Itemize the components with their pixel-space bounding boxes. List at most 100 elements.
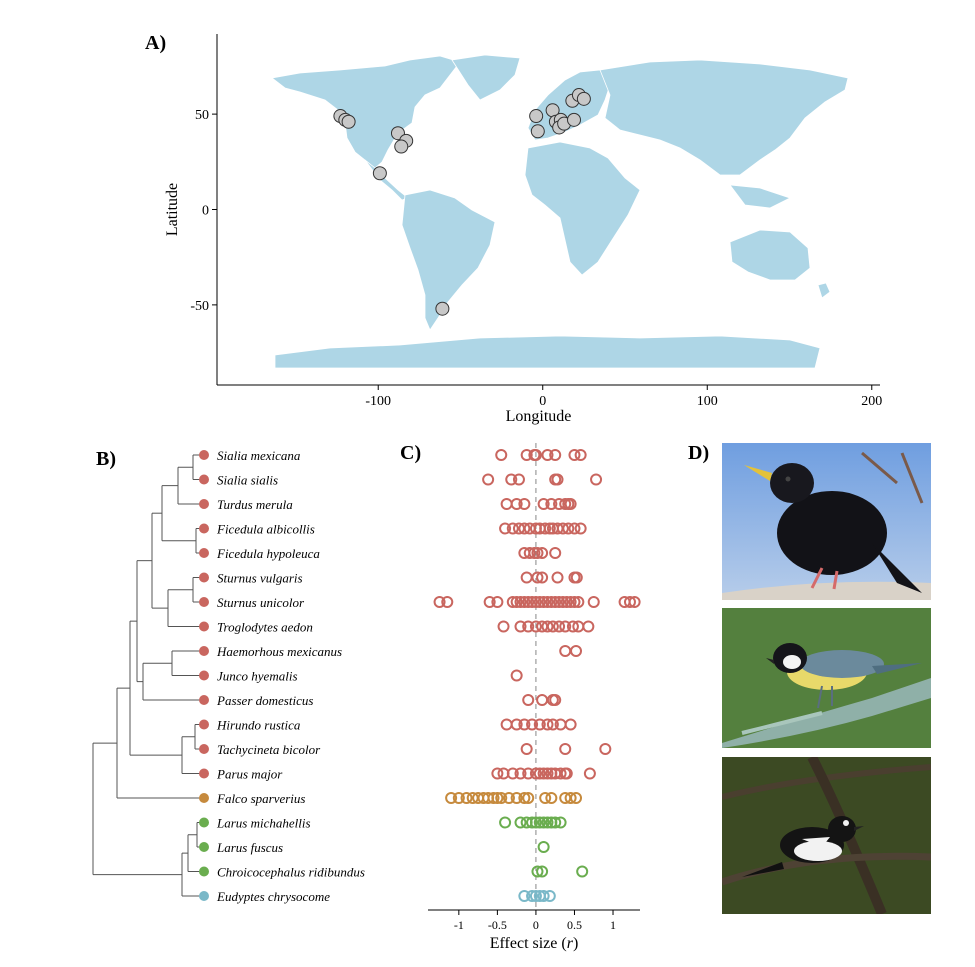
effect-size-point [587, 596, 600, 608]
effect-size-point [529, 816, 542, 829]
species-label: Haemorhous mexicanus [216, 644, 342, 659]
species-label: Troglodytes aedon [217, 620, 313, 635]
effect-size-point [495, 792, 508, 804]
effect-size-point [520, 571, 533, 584]
map-x-tick-label: 100 [697, 394, 718, 409]
map-sample-point [372, 166, 387, 181]
effect-size-point [522, 620, 535, 633]
effect-size-point [533, 522, 546, 535]
effect-size-point [445, 792, 458, 804]
effect-size-point [553, 620, 566, 633]
panel-label-c: C) [400, 442, 422, 464]
effect-size-point [545, 816, 558, 829]
effect-size-point [541, 620, 554, 633]
species-label: Larus michahellis [216, 816, 311, 831]
species-label: Sialia sialis [217, 473, 278, 488]
map-sample-point [567, 112, 581, 127]
effect-size-point [518, 596, 531, 608]
effect-size-point [553, 596, 566, 608]
effect-size-point [512, 522, 525, 535]
tree-tip-marker [199, 523, 209, 534]
effect-size-point [539, 792, 552, 804]
effect-size-axis: -1 -0.5 0 0.5 1 [428, 909, 640, 932]
tree-tip-marker [199, 621, 209, 632]
effect-size-point [554, 767, 567, 780]
effect-size-point [536, 694, 549, 706]
effect-size-point [564, 498, 577, 510]
phylogeny-tips: Sialia mexicana Sialia sialis Turdus merul… [199, 448, 365, 904]
effect-size-point [536, 865, 549, 878]
species-label: Eudyptes chrysocome [216, 889, 330, 904]
effect-size-point [491, 596, 504, 608]
tree-tip-marker [199, 793, 209, 803]
effect-size-point [500, 718, 513, 731]
effect-size-point [541, 718, 554, 731]
effect-size-point [526, 596, 539, 608]
effect-size-point [514, 620, 527, 633]
effect-size-point [549, 547, 562, 559]
effect-size-point [531, 865, 544, 878]
effect-size-point [559, 767, 572, 780]
effect-size-point [537, 890, 550, 902]
effect-axis-tick-label: 0 [533, 918, 539, 932]
tree-tip-marker [199, 768, 209, 779]
effect-axis-tick-label: 0.5 [567, 918, 582, 932]
tree-tip-marker [199, 474, 209, 485]
effect-size-point [582, 620, 595, 633]
effect-size-point [545, 596, 558, 608]
effect-size-point [570, 792, 583, 804]
effect-size-point [559, 743, 572, 755]
effect-size-point [520, 743, 533, 755]
species-label: Sturnus unicolor [217, 595, 305, 610]
effect-size-point [523, 547, 536, 559]
africa [524, 141, 641, 276]
effect-size-point [537, 767, 550, 780]
tree-tip-marker [199, 842, 209, 852]
effect-size-point [545, 498, 558, 510]
effect-size-point [568, 571, 581, 584]
effect-size-point [549, 767, 562, 780]
photo-great-tit [722, 608, 931, 748]
tree-tip-marker [199, 670, 209, 681]
asia [599, 59, 849, 176]
effect-size-point [566, 620, 579, 633]
panel-label-d: D) [688, 442, 710, 464]
effect-size-point [520, 449, 533, 461]
effect-size-point [433, 596, 446, 608]
effect-size-point [441, 596, 454, 608]
effect-size-point [568, 596, 581, 608]
map-y-axis-label: Latitude [164, 183, 181, 236]
effect-size-point [502, 792, 515, 804]
effect-size-point [533, 816, 546, 829]
effect-size-point [545, 792, 558, 804]
effect-size-point [514, 767, 527, 780]
effect-axis-tick-label: -1 [454, 918, 464, 932]
effect-size-point [529, 890, 542, 902]
effect-size-point [452, 792, 465, 804]
tree-tip-marker [199, 597, 209, 607]
species-label: Ficedula albicollis [216, 522, 315, 537]
effect-size-point [506, 522, 519, 535]
tree-tip-marker [199, 646, 209, 656]
effect-size-point [533, 767, 546, 780]
antarctica [274, 335, 821, 369]
effect-size-point [529, 596, 542, 608]
effect-size-point [497, 620, 510, 633]
effect-size-point [556, 596, 569, 608]
greenland [451, 54, 521, 101]
species-label: Passer domesticus [216, 693, 313, 708]
effect-size-point [518, 522, 531, 535]
effect-size-point [522, 596, 535, 608]
effect-size-point [499, 522, 512, 535]
effect-size-point [531, 547, 544, 559]
effect-size-point [564, 596, 577, 608]
effect-size-point [526, 816, 539, 829]
effect-size-point [510, 596, 523, 608]
effect-size-point [560, 767, 573, 780]
effect-size-point [574, 522, 587, 535]
tree-tip-marker [199, 719, 209, 730]
effect-size-point [518, 890, 531, 902]
tree-tip-marker [199, 450, 209, 460]
species-label: Hirundo rustica [216, 718, 301, 733]
effect-size-point [531, 571, 544, 584]
